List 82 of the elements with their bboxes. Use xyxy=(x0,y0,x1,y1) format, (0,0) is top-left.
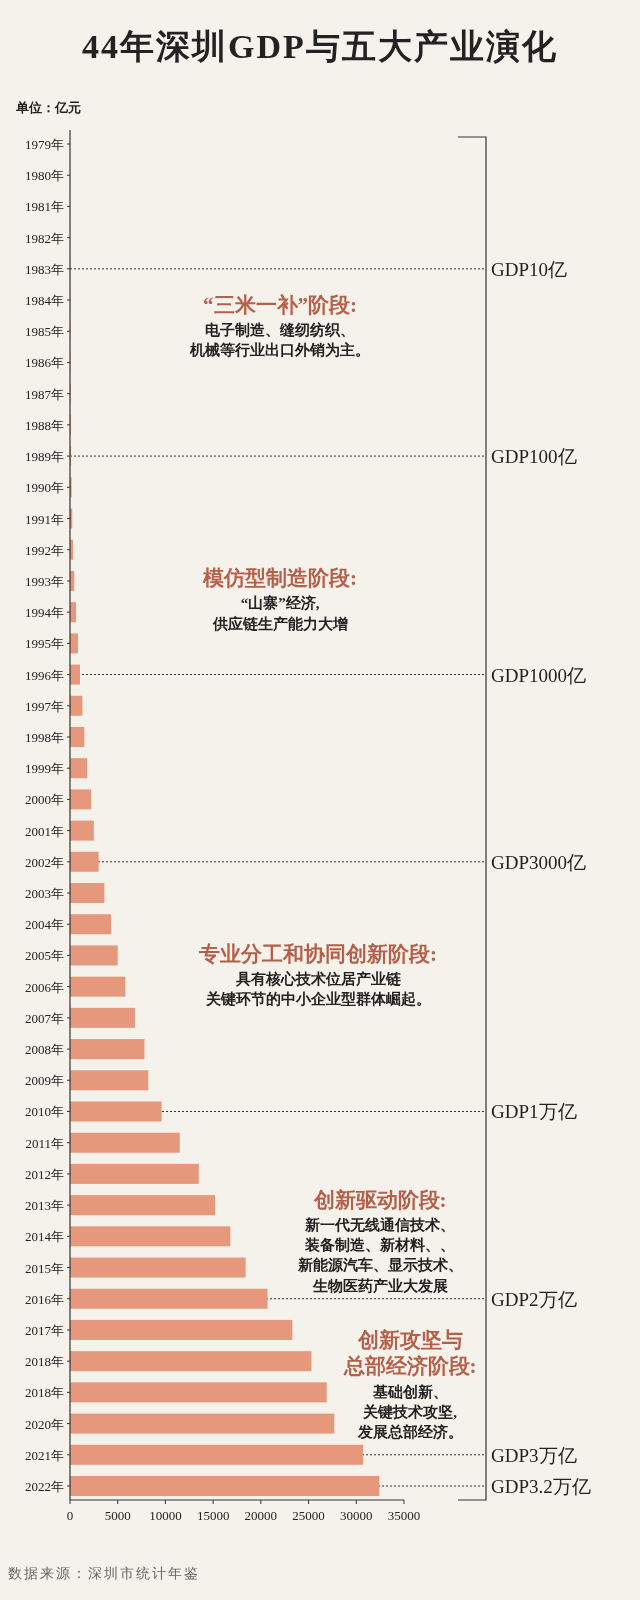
ref-line-label: GDP2万亿 xyxy=(491,1288,577,1310)
y-tick-label: 2005年 xyxy=(25,948,64,964)
annotation: 新能源汽车、显示技术、 xyxy=(296,1256,463,1273)
y-tick-label: 2018年 xyxy=(25,1385,64,1401)
y-tick-label: 2021年 xyxy=(25,1447,64,1463)
y-tick-label: 1991年 xyxy=(25,511,64,527)
annotation: “山寨”经济, xyxy=(240,594,320,611)
annotation: 电子制造、缝纫纺织、 xyxy=(205,321,355,338)
y-tick-label: 2009年 xyxy=(25,1073,64,1089)
y-tick-label: 1993年 xyxy=(25,573,64,589)
y-tick-label: 1990年 xyxy=(25,480,64,496)
x-tick-label: 15000 xyxy=(196,1508,230,1523)
ref-line-label: GDP10亿 xyxy=(491,258,568,280)
x-axis-title: 单位：亿元 xyxy=(15,100,81,115)
y-tick-label: 2014年 xyxy=(25,1229,64,1245)
ref-line-label: GDP1000亿 xyxy=(491,664,587,686)
annotation: 创新攻坚与 xyxy=(356,1328,463,1352)
y-tick-label: 2015年 xyxy=(25,1260,64,1276)
y-tick-label: 1979年 xyxy=(25,137,64,152)
y-tick-label: 2004年 xyxy=(25,917,64,933)
annotation: 创新驱动阶段: xyxy=(312,1188,447,1212)
annotation: 生物医药产业大发展 xyxy=(311,1278,448,1294)
y-tick-label: 2006年 xyxy=(25,979,64,995)
x-tick-label: 10000 xyxy=(149,1508,182,1523)
x-tick-label: 0 xyxy=(66,1508,74,1523)
y-tick-label: 2011年 xyxy=(25,1135,64,1151)
annotation: 发展总部经济。 xyxy=(356,1423,463,1440)
y-tick-label: 1994年 xyxy=(25,605,64,621)
chart-title: 44年深圳GDP与五大产业演化 xyxy=(82,28,558,65)
annotation: 关键环节的中小企业型群体崛起。 xyxy=(204,991,431,1007)
ref-line-label: GDP1万亿 xyxy=(491,1101,577,1123)
y-tick-label: 2013年 xyxy=(25,1198,64,1214)
y-tick-label: 1981年 xyxy=(25,199,64,215)
y-tick-label: 1988年 xyxy=(25,417,64,433)
annotation: 关键技术攻坚, xyxy=(362,1404,458,1420)
ref-line-label: GDP100亿 xyxy=(491,446,577,468)
x-tick-label: 20000 xyxy=(244,1508,278,1523)
y-tick-label: 1984年 xyxy=(25,293,64,309)
y-tick-label: 2003年 xyxy=(25,886,64,902)
y-tick-label: 2008年 xyxy=(25,1042,64,1058)
y-tick-label: 1989年 xyxy=(25,449,64,465)
annotation: 机械等行业出口外销为主。 xyxy=(189,341,370,358)
ref-line-label: GDP3.2万亿 xyxy=(491,1476,591,1497)
x-tick-label: 5000 xyxy=(104,1508,131,1523)
y-tick-label: 2022年 xyxy=(25,1479,64,1494)
y-tick-label: 1997年 xyxy=(25,698,64,714)
y-tick-label: 1987年 xyxy=(25,386,64,402)
annotation: 模仿型制造阶段: xyxy=(202,566,357,590)
x-tick-label: 35000 xyxy=(387,1508,421,1523)
y-tick-label: 1982年 xyxy=(25,230,64,246)
y-tick-label: 2007年 xyxy=(25,1010,64,1026)
annotation: 基础创新、 xyxy=(371,1383,448,1400)
annotation: 具有核心技术位居产业链 xyxy=(234,970,402,987)
y-tick-label: 2010年 xyxy=(25,1104,64,1120)
y-tick-label: 1980年 xyxy=(25,168,64,184)
y-tick-label: 1996年 xyxy=(25,667,64,683)
annotation: 新一代无线通信技术、 xyxy=(304,1216,455,1233)
source-note: 数据来源：深圳市统计年鉴 xyxy=(8,1565,200,1581)
y-tick-label: 2020年 xyxy=(25,1416,64,1432)
y-tick-label: 2016年 xyxy=(25,1291,64,1307)
y-tick-label: 2018年 xyxy=(25,1354,64,1370)
y-tick-label: 1999年 xyxy=(25,761,64,777)
y-tick-label: 2000年 xyxy=(25,792,64,808)
y-tick-label: 2001年 xyxy=(25,823,64,839)
annotation: 装备制造、新材料、、 xyxy=(304,1236,455,1253)
y-tick-label: 1998年 xyxy=(25,729,64,745)
y-tick-label: 2012年 xyxy=(25,1166,64,1182)
y-tick-label: 1986年 xyxy=(25,355,64,371)
annotation: 供应链生产能力大增 xyxy=(211,615,348,632)
x-tick-label: 25000 xyxy=(292,1508,325,1523)
ref-line-label: GDP3000亿 xyxy=(491,851,587,873)
y-tick-label: 2017年 xyxy=(25,1322,64,1338)
y-tick-label: 1985年 xyxy=(25,324,64,340)
y-tick-label: 2002年 xyxy=(25,854,64,870)
ref-line-label: GDP3万亿 xyxy=(491,1444,577,1466)
annotation: 专业分工和协同创新阶段: xyxy=(198,942,437,966)
x-tick-label: 30000 xyxy=(340,1508,373,1523)
y-tick-label: 1992年 xyxy=(25,542,64,558)
annotation: 总部经济阶段: xyxy=(342,1354,477,1378)
y-tick-label: 1983年 xyxy=(25,261,64,277)
y-tick-label: 1995年 xyxy=(25,636,64,652)
annotation: “三米一补”阶段: xyxy=(203,293,357,317)
